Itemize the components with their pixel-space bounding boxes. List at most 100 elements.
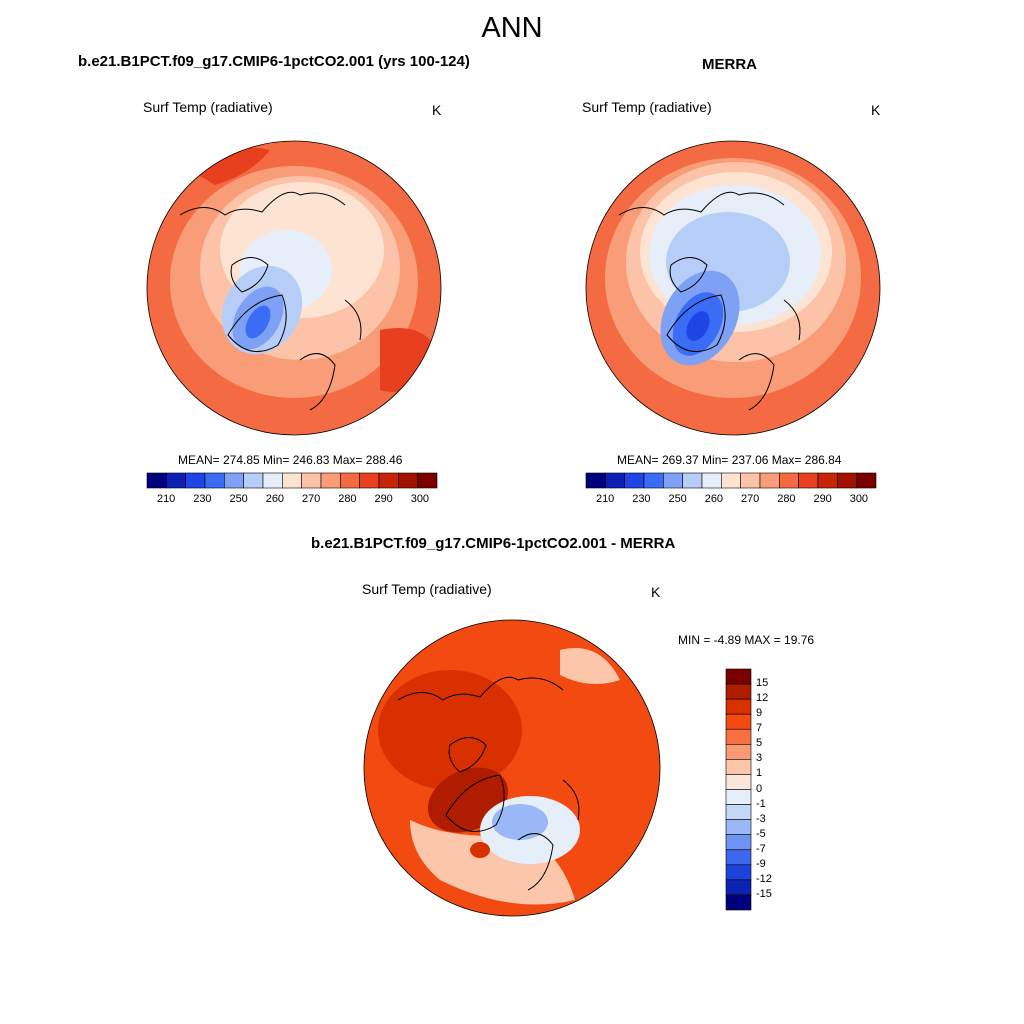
panel-2-colorbar-box — [643, 472, 664, 489]
panel-1-colorbar-tick-label: 270 — [301, 493, 321, 505]
panel-2-colorbar-tick-label: 290 — [813, 493, 832, 505]
panel-2-colorbar-box — [721, 472, 741, 489]
panel-1-variable-label: Surf Temp (radiative) — [143, 99, 273, 115]
panel-1-colorbar-tick-label: 250 — [229, 493, 248, 505]
panel-3-title: b.e21.B1PCT.f09_g17.CMIP6-1pctCO2.001 - … — [311, 535, 676, 552]
panel-2-colorbar — [585, 472, 877, 489]
panel-2-colorbar-box — [663, 472, 683, 489]
panel-3-colorbar-box — [725, 759, 752, 775]
panel-1-colorbar-box — [398, 472, 418, 489]
panel-1-colorbar-tick-label: 290 — [374, 493, 393, 505]
panel-1-colorbar-tick-label: 230 — [193, 493, 212, 505]
panel-1-colorbar-box — [146, 472, 167, 489]
panel-1-colorbar-box — [359, 472, 380, 489]
panel-2-colorbar-tick-label: 280 — [777, 493, 796, 505]
panel-3-units-label: K — [651, 584, 661, 600]
panel-3-colorbar-tick-label: -7 — [756, 842, 766, 855]
panel-3-colorbar-box — [725, 879, 752, 896]
panel-1-colorbar-box — [301, 472, 322, 489]
panel-2-colorbar-box — [837, 472, 857, 489]
panel-1-coastlines — [179, 191, 362, 411]
panel-3-colorbar-box — [725, 683, 752, 700]
panel-3-colorbar-tick-label: 3 — [756, 752, 763, 765]
panel-2-colorbar-tick-label: 250 — [668, 493, 687, 505]
panel-3-colorbar-tick-label: -3 — [756, 812, 766, 825]
panel-2-colorbar-box — [759, 472, 780, 489]
panel-1-colorbar-tick-label: 210 — [156, 493, 176, 505]
panel-1-colorbar-box — [243, 472, 264, 489]
panel-3-colorbar-box — [725, 728, 752, 745]
panel-3-colorbar-box — [725, 819, 752, 835]
panel-2-coastlines — [618, 191, 801, 411]
panel-3-map — [364, 620, 660, 916]
panel-2-map — [586, 141, 880, 435]
panel-2-colorbar-tick-label: 230 — [632, 493, 651, 505]
panel-1-colorbar-tick-label: 300 — [410, 493, 430, 505]
panel-1-colorbar — [146, 472, 438, 489]
panel-2-colorbar-box — [740, 472, 761, 489]
panel-3-colorbar-box — [725, 774, 752, 790]
panel-3-colorbar-box — [725, 789, 752, 805]
panel-2-colorbar-box — [605, 472, 625, 489]
figure-title: ANN — [481, 12, 543, 44]
panel-3-stats: MIN = -4.89 MAX = 19.76 — [678, 633, 815, 647]
panel-1-units-label: K — [432, 102, 442, 118]
panel-3-colorbar — [725, 668, 752, 911]
panel-1-map — [147, 141, 441, 435]
panel-3-colorbar-box — [725, 894, 752, 911]
panel-2-colorbar-tick-label: 210 — [595, 493, 615, 505]
panel-3-colorbar-box — [725, 804, 752, 820]
panel-1-colorbar-tick-label: 280 — [338, 493, 357, 505]
panel-3-colorbar-box — [725, 744, 752, 760]
panel-2-colorbar-tick-label: 270 — [740, 493, 760, 505]
panel-1-colorbar-box — [282, 472, 302, 489]
panel-2-units-label: K — [871, 102, 881, 118]
panel-2-title: MERRA — [702, 56, 757, 73]
panel-3-variable-label: Surf Temp (radiative) — [362, 581, 492, 597]
panel-2-colorbar-box — [856, 472, 877, 489]
panel-2-variable-label: Surf Temp (radiative) — [582, 99, 712, 115]
panel-2-colorbar-tick-label: 300 — [849, 493, 869, 505]
panel-1-stats: MEAN= 274.85 Min= 246.83 Max= 288.46 — [178, 453, 403, 467]
panel-1-colorbar-tick-label: 260 — [265, 493, 285, 505]
panel-3-colorbar-tick-label: -15 — [756, 887, 772, 900]
panel-3-colorbar-tick-label: 1 — [756, 767, 763, 780]
panel-2-colorbar-box — [682, 472, 703, 489]
panel-3-colorbar-box — [725, 864, 752, 881]
panel-3-colorbar-tick-label: -1 — [756, 797, 766, 810]
panel-2-colorbar-box — [624, 472, 645, 489]
panel-3-colorbar-box — [725, 668, 752, 685]
panel-3-colorbar-box — [725, 713, 752, 730]
panel-1-colorbar-box — [204, 472, 225, 489]
panel-3-colorbar-tick-label: -5 — [756, 827, 766, 840]
panel-2-colorbar-box — [585, 472, 606, 489]
panel-1-title: b.e21.B1PCT.f09_g17.CMIP6-1pctCO2.001 (y… — [78, 53, 470, 70]
panel-3-coastlines — [397, 676, 580, 891]
panel-1-colorbar-box — [224, 472, 244, 489]
panel-1-colorbar-box — [185, 472, 206, 489]
panel-2-colorbar-box — [798, 472, 819, 489]
panel-1-colorbar-box — [166, 472, 186, 489]
panel-3-colorbar-box — [725, 698, 752, 715]
panel-3-colorbar-box — [725, 834, 752, 851]
panel-2-colorbar-tick-label: 260 — [704, 493, 724, 505]
panel-3-colorbar-tick-label: -9 — [756, 857, 766, 870]
panel-1-colorbar-box — [320, 472, 341, 489]
panel-2-stats: MEAN= 269.37 Min= 237.06 Max= 286.84 — [617, 453, 842, 467]
panel-3-colorbar-tick-label: 7 — [756, 722, 763, 735]
panel-2-colorbar-box — [817, 472, 838, 489]
panel-3-colorbar-tick-label: 12 — [756, 692, 769, 705]
panel-3-colorbar-tick-label: 5 — [756, 737, 763, 750]
panel-3-colorbar-tick-label: 15 — [756, 677, 769, 690]
panel-3-colorbar-box — [725, 849, 752, 866]
panel-1-colorbar-box — [378, 472, 399, 489]
panel-3-colorbar-tick-label: 0 — [756, 782, 763, 795]
panel-1-colorbar-box — [340, 472, 360, 489]
panel-2-colorbar-box — [779, 472, 799, 489]
panel-1-colorbar-box — [417, 472, 438, 489]
panel-2-colorbar-box — [701, 472, 722, 489]
panel-1-colorbar-box — [262, 472, 283, 489]
panel-3-colorbar-tick-label: 9 — [756, 707, 763, 720]
panel-3-colorbar-tick-label: -12 — [756, 872, 772, 885]
